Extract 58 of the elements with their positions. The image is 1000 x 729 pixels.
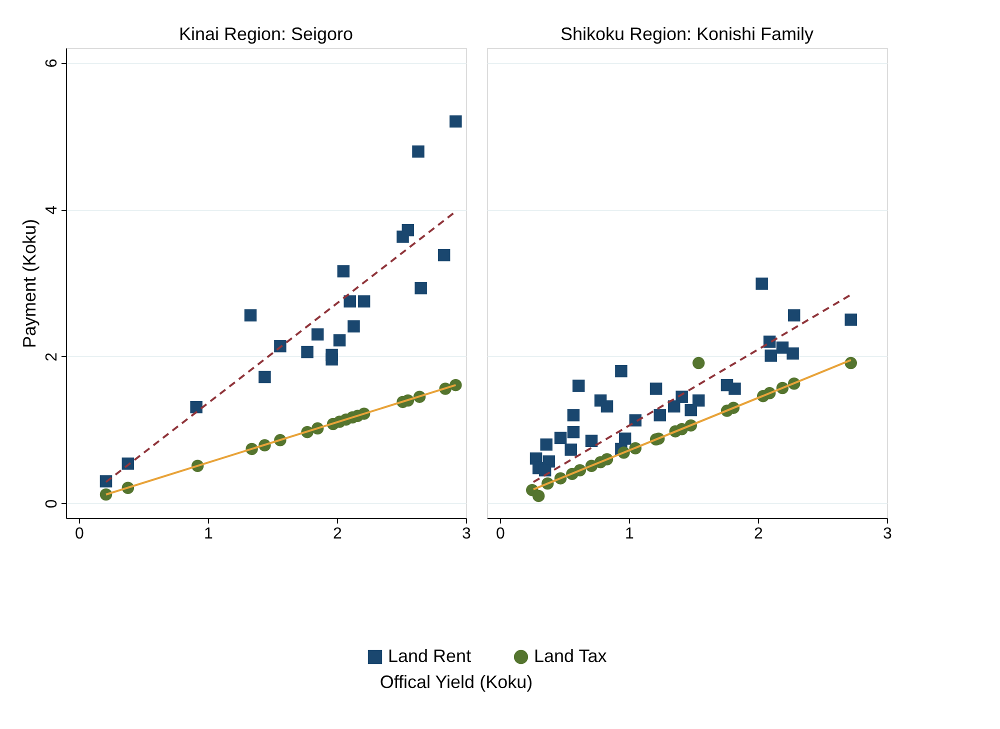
- point: [650, 382, 662, 395]
- point: [414, 282, 427, 294]
- x-axis-title: Offical Yield (Koku): [380, 672, 533, 692]
- chart-title: Shikoku Region: Konishi Family: [560, 24, 814, 44]
- legend-label: Land Tax: [534, 646, 607, 666]
- point: [244, 309, 257, 322]
- point: [600, 400, 614, 412]
- point: [540, 438, 552, 451]
- point: [615, 365, 628, 378]
- point: [412, 145, 424, 158]
- point: [728, 382, 741, 395]
- point: [344, 295, 356, 308]
- point: [585, 434, 598, 448]
- point: [654, 409, 666, 422]
- point: [692, 356, 705, 370]
- point: [301, 346, 314, 358]
- x-tick-label: 2: [333, 526, 342, 542]
- point: [337, 265, 350, 278]
- x-tick-label: 1: [624, 526, 634, 542]
- y-tick-label: 4: [44, 206, 60, 215]
- point: [326, 348, 338, 362]
- point: [786, 347, 799, 360]
- point: [358, 295, 370, 308]
- point: [190, 400, 202, 414]
- y-tick-label: 6: [44, 58, 60, 68]
- x-tick-label: 0: [496, 526, 505, 542]
- point: [274, 340, 286, 352]
- point: [764, 350, 777, 362]
- point: [258, 370, 271, 384]
- point: [122, 458, 134, 470]
- y-axis-title: Payment (Koku): [20, 218, 40, 348]
- point: [788, 309, 800, 322]
- point: [564, 444, 577, 456]
- y-tick-label: 0: [44, 499, 60, 508]
- x-tick-label: 0: [74, 526, 84, 542]
- point: [450, 115, 462, 128]
- point: [572, 380, 585, 392]
- x-tick-label: 2: [754, 526, 764, 542]
- point: [684, 404, 697, 416]
- point: [100, 475, 112, 488]
- point: [532, 490, 545, 502]
- point: [567, 409, 580, 422]
- point: [668, 400, 680, 412]
- x-tick-label: 3: [883, 526, 892, 542]
- point: [844, 314, 857, 326]
- point: [348, 320, 360, 332]
- x-tick-label: 3: [462, 526, 472, 542]
- point: [311, 328, 324, 341]
- chart-title: Kinai Region: Seigoro: [178, 24, 354, 44]
- point: [333, 334, 346, 346]
- x-tick-label: 1: [204, 526, 213, 542]
- y-tick-label: 2: [44, 352, 60, 362]
- point: [438, 248, 450, 262]
- point: [554, 432, 567, 444]
- legend-label: Land Rent: [388, 646, 472, 666]
- point: [567, 426, 580, 438]
- point: [402, 224, 414, 236]
- point: [756, 278, 768, 290]
